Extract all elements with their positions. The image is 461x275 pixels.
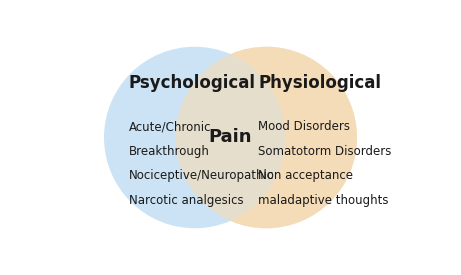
- Text: Non acceptance: Non acceptance: [258, 169, 353, 183]
- Text: Nociceptive/Neuropathic: Nociceptive/Neuropathic: [129, 169, 274, 183]
- Text: Acute/Chronic: Acute/Chronic: [129, 120, 211, 133]
- Text: Psychological: Psychological: [129, 73, 256, 92]
- Text: Mood Disorders: Mood Disorders: [258, 120, 350, 133]
- Text: Pain: Pain: [209, 128, 252, 147]
- Circle shape: [176, 47, 357, 228]
- Text: Breakthrough: Breakthrough: [129, 145, 210, 158]
- Text: maladaptive thoughts: maladaptive thoughts: [258, 194, 389, 207]
- Text: Physiological: Physiological: [258, 73, 381, 92]
- Text: Somatotorm Disorders: Somatotorm Disorders: [258, 145, 391, 158]
- Circle shape: [176, 47, 357, 228]
- Circle shape: [104, 47, 285, 228]
- Text: Narcotic analgesics: Narcotic analgesics: [129, 194, 243, 207]
